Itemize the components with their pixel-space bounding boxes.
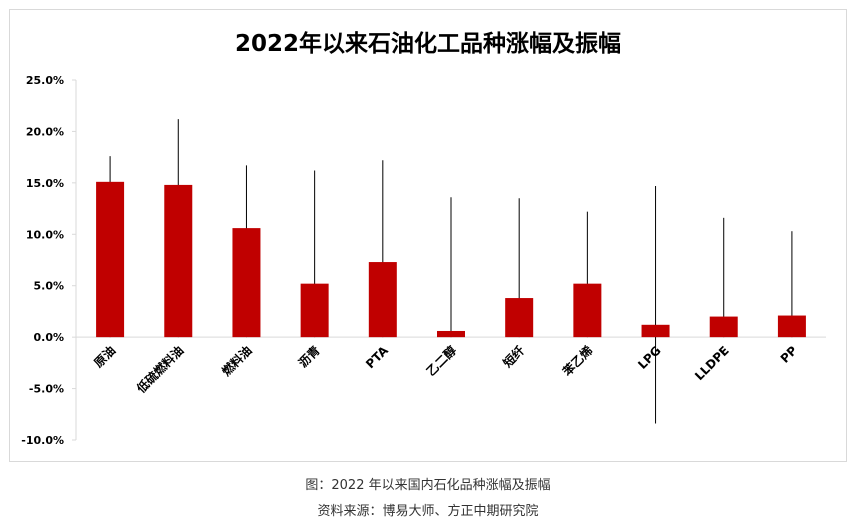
y-tick-label: 10.0% <box>26 228 64 241</box>
x-tick-label: 低硫燃料油 <box>133 343 187 397</box>
bar <box>709 316 738 338</box>
x-tick-label: 沥青 <box>295 343 323 371</box>
source-caption: 资料来源：博易大师、方正中期研究院 <box>317 504 539 519</box>
x-tick-label: 苯乙烯 <box>559 343 596 380</box>
x-tick-label: 乙二醇 <box>423 343 459 379</box>
x-tick-label: LPG <box>635 343 663 371</box>
bar <box>300 283 329 338</box>
bar <box>573 283 602 338</box>
x-tick-label: 短纤 <box>500 343 528 371</box>
bar <box>505 298 534 338</box>
y-tick-label: 0.0% <box>33 331 64 344</box>
x-tick-label: 燃料油 <box>219 343 255 379</box>
chart-frame <box>9 9 847 462</box>
chart-plot: -10.0% -5.0% 0.0% 5.0% 10.0% 15.0% 20.0% 25.0% 原… <box>21 74 826 447</box>
x-tick-label: 原油 <box>91 343 119 371</box>
y-tick-label: -10.0% <box>21 434 64 447</box>
y-tick-label: 5.0% <box>33 280 64 293</box>
y-tick-label: 25.0% <box>26 74 64 87</box>
x-tick-label: PP <box>778 343 800 365</box>
y-tick-label: -5.0% <box>29 383 64 396</box>
y-tick-label: 15.0% <box>26 177 64 190</box>
y-tick-label: 20.0% <box>26 125 64 138</box>
figure-caption: 图：2022 年以来国内石化品种涨幅及振幅 <box>305 478 551 493</box>
bar <box>641 324 670 338</box>
bar <box>777 315 806 338</box>
chart-title: 2022年以来石油化工品种涨幅及振幅 <box>234 31 621 57</box>
bar <box>164 184 193 338</box>
bar <box>96 181 125 338</box>
bar <box>437 330 465 338</box>
bar <box>232 228 261 338</box>
x-tick-label: LLDPE <box>692 343 732 383</box>
bar <box>368 262 397 338</box>
x-tick-label: PTA <box>363 343 391 371</box>
